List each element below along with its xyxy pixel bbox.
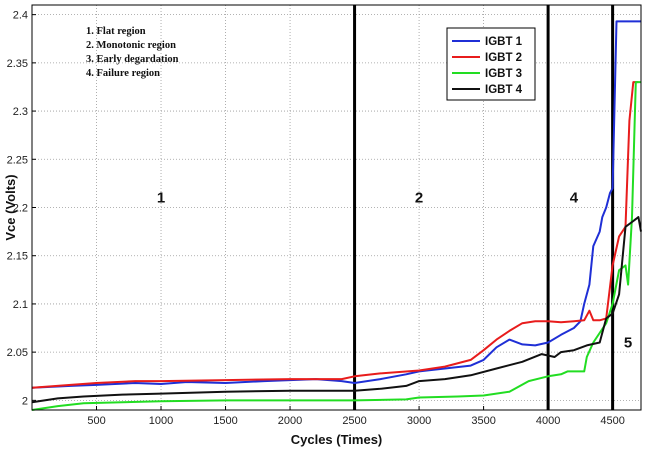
series-layer (31, 20, 642, 411)
legend-label: IGBT 3 (485, 68, 522, 80)
plot-frame (31, 4, 642, 411)
y-tick-label: 2 (22, 395, 28, 407)
y-tick-label: 2.3 (13, 106, 28, 118)
y-tick-label: 2.35 (7, 58, 28, 70)
region-label: 4 (570, 190, 579, 207)
note-item: 1. Flat region (86, 26, 146, 37)
y-axis-title: Vce (Volts) (3, 174, 18, 240)
x-tick-label: 3500 (471, 415, 495, 427)
note-item: 2. Monotonic region (86, 40, 176, 51)
region-label: 2 (415, 190, 423, 207)
note-item: 3. Early degardation (86, 54, 179, 65)
series-line-igbt-2 (31, 81, 639, 389)
series-line-igbt-1 (31, 20, 641, 389)
x-tick-label: 1000 (149, 415, 173, 427)
series-line-igbt-3 (31, 81, 641, 411)
region-labels: 1 2 4 5 (157, 190, 632, 352)
x-tick-label: 4500 (600, 415, 624, 427)
series-line-igbt-4 (31, 216, 642, 404)
y-tick-label: 2.05 (7, 347, 28, 359)
grid-layer (32, 5, 641, 410)
y-tick-label: 2.4 (13, 10, 28, 22)
x-tick-label: 4000 (536, 415, 560, 427)
region-label: 5 (624, 334, 632, 351)
x-tick-label: 1500 (213, 415, 237, 427)
y-tick-label: 2.15 (7, 251, 28, 263)
tick-labels: 500 1000 1500 2000 2500 3000 3500 4000 4500 2 2.05… (7, 10, 625, 427)
x-tick-label: 2500 (342, 415, 366, 427)
x-tick-label: 2000 (278, 415, 302, 427)
legend-label: IGBT 4 (485, 84, 523, 96)
x-tick-label: 3000 (407, 415, 431, 427)
region-label: 1 (157, 190, 165, 207)
x-tick-label: 500 (87, 415, 105, 427)
y-tick-label: 2.25 (7, 154, 28, 166)
legend: IGBT 1 IGBT 2 IGBT 3 IGBT 4 (446, 27, 536, 101)
y-tick-label: 2.2 (13, 203, 28, 215)
x-axis-title: Cycles (Times) (291, 432, 383, 447)
legend-label: IGBT 1 (485, 36, 523, 48)
notes-box: 1. Flat region 2. Monotonic region 3. Earl… (86, 26, 179, 79)
note-item: 4. Failure region (86, 68, 160, 79)
y-tick-label: 2.1 (13, 299, 28, 311)
legend-label: IGBT 2 (485, 52, 522, 64)
